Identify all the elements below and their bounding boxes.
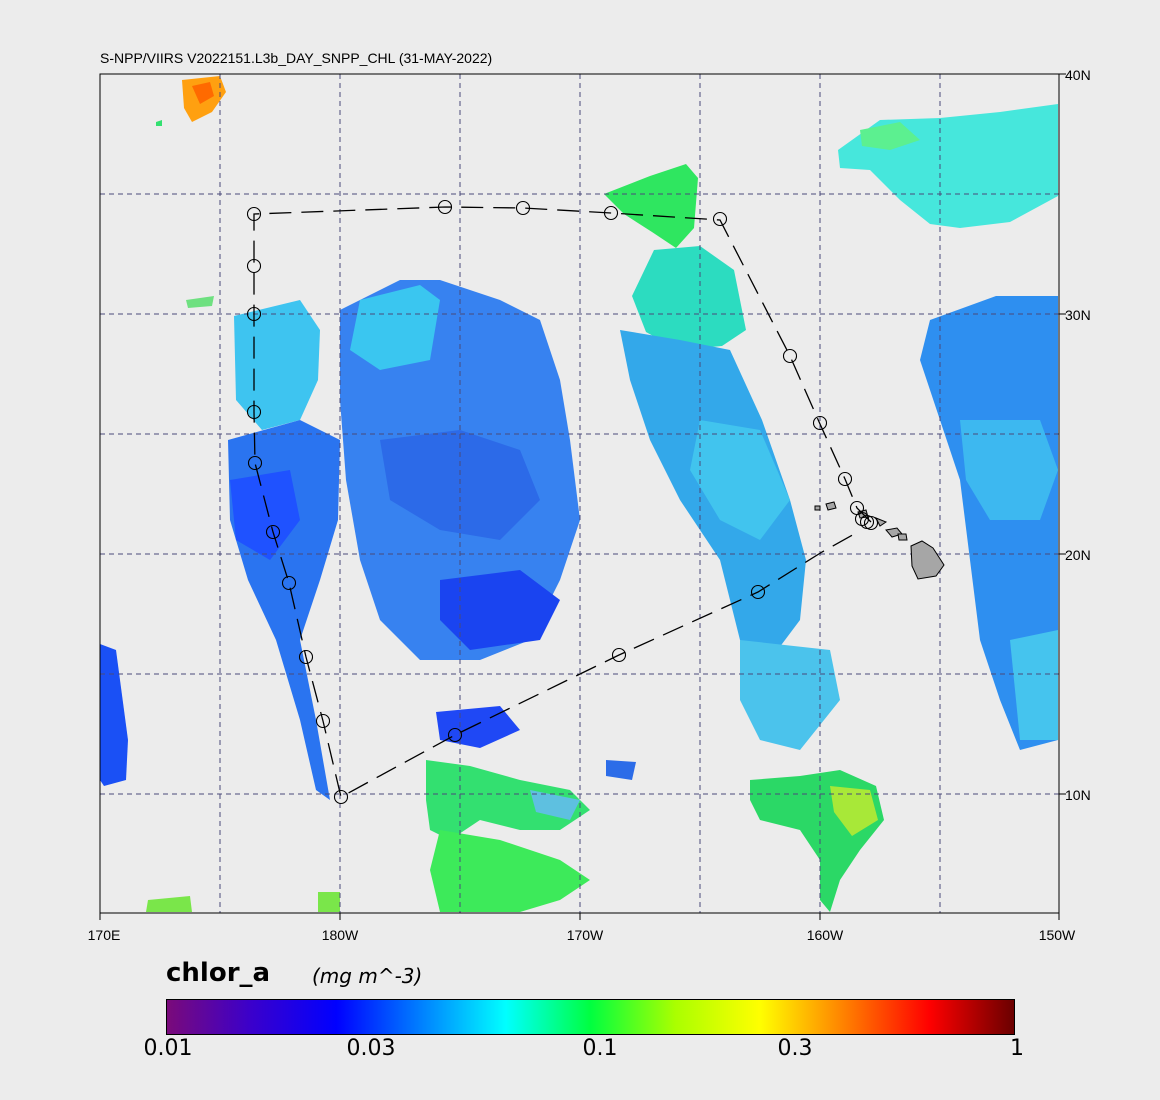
lat-label-20n: 20N <box>1065 547 1091 563</box>
cruise-track <box>253 206 872 798</box>
colorbar-tick-3: 0.3 <box>777 1036 813 1061</box>
lon-label-180w: 180W <box>322 927 359 940</box>
lat-label-30n: 30N <box>1065 307 1091 323</box>
lat-label-40n: 40N <box>1065 67 1091 83</box>
lon-ticks <box>99 913 1060 920</box>
lon-label-150w: 150W <box>1039 927 1076 940</box>
map-title: S-NPP/VIIRS V2022151.L3b_DAY_SNPP_CHL (3… <box>100 50 493 66</box>
colorbar-tick-2: 0.1 <box>582 1036 618 1061</box>
lon-label-170e: 170E <box>88 927 121 940</box>
lat-ticks <box>1059 73 1066 795</box>
colorbar-tick-4: 1 <box>1010 1036 1024 1061</box>
colorbar-tick-1: 0.03 <box>346 1036 396 1061</box>
colorbar <box>166 999 1015 1035</box>
station-markers <box>246 199 879 805</box>
colorbar-tick-0: 0.01 <box>143 1036 193 1061</box>
map-plot: 170E 180W 170W 160W 150W 40N 30N 20N 10N <box>88 67 1091 940</box>
lon-label-160w: 160W <box>807 927 844 940</box>
colorbar-units: (mg m^-3) <box>312 964 423 988</box>
colorbar-variable: chlor_a <box>166 958 271 988</box>
chlorophyll-swaths <box>100 76 1058 912</box>
hawaii-islands <box>814 501 945 580</box>
lat-label-10n: 10N <box>1065 787 1091 803</box>
lon-label-170w: 170W <box>567 927 604 940</box>
